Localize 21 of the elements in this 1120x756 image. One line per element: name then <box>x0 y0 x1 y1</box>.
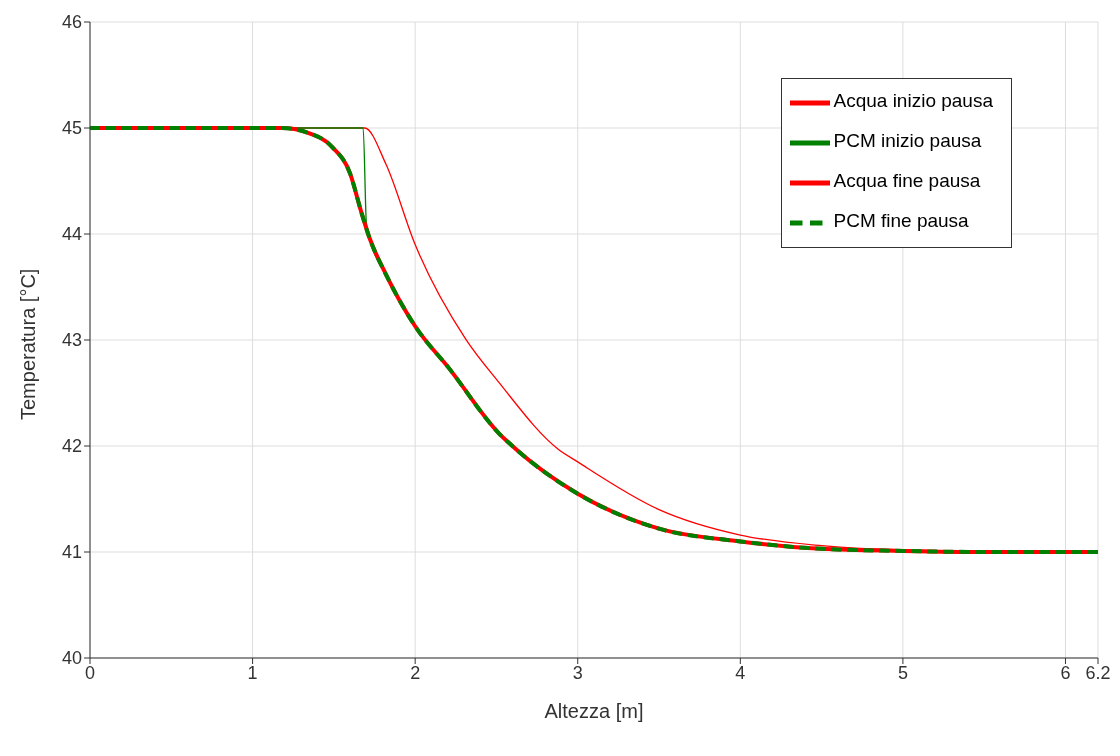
y-tick-label: 44 <box>61 224 82 245</box>
x-tick-label: 4 <box>735 662 746 683</box>
x-tick-label: 3 <box>572 662 583 683</box>
y-tick-label: 46 <box>61 12 82 33</box>
legend-label: PCM fine pausa <box>833 210 969 232</box>
x-tick-label: 6.2 <box>1085 662 1111 683</box>
x-tick-label: 5 <box>897 662 908 683</box>
y-tick-label: 43 <box>61 330 82 351</box>
x-tick-label: 2 <box>410 662 421 683</box>
x-axis-title: Altezza [m] <box>544 700 644 722</box>
y-tick-label: 42 <box>61 436 82 457</box>
legend-label: PCM inizio pausa <box>833 130 982 152</box>
y-tick-label: 41 <box>61 542 82 563</box>
y-tick-label: 45 <box>61 118 82 139</box>
x-tick-label: 0 <box>84 662 96 683</box>
x-tick-label: 6 <box>1060 662 1071 683</box>
legend-label: Acqua inizio pausa <box>833 90 993 112</box>
y-axis-title: Temperatura [°C] <box>17 268 40 420</box>
y-tick-label: 40 <box>61 648 82 669</box>
x-tick-label: 1 <box>247 662 258 683</box>
legend-label: Acqua fine pausa <box>833 170 981 192</box>
